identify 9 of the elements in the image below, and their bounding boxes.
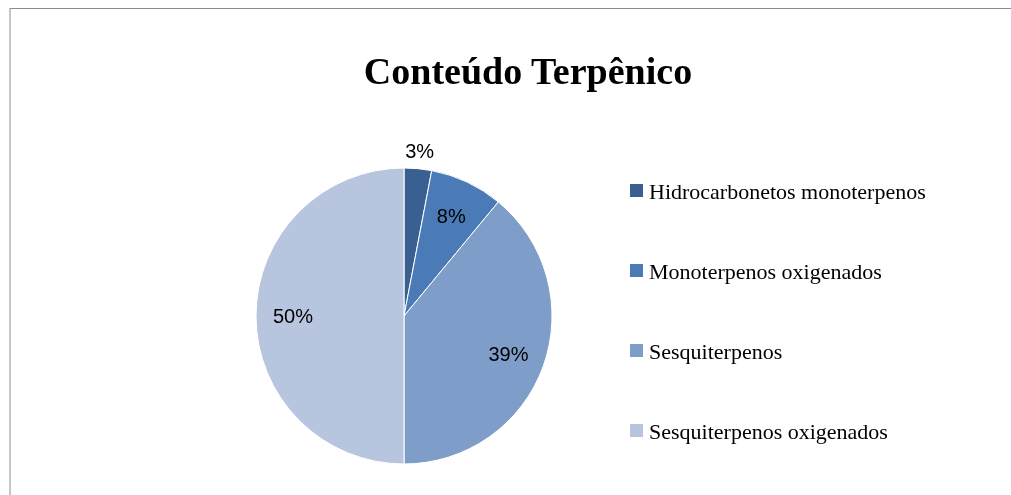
- data-label: 8%: [436, 204, 466, 227]
- legend-label: Sesquiterpenos: [649, 338, 783, 364]
- legend-label: Hidrocarbonetos monoterpenos: [649, 178, 926, 204]
- legend-label: Sesquiterpenos oxigenados: [649, 418, 888, 444]
- legend-label: Monoterpenos oxigenados: [649, 258, 882, 284]
- data-label: 3%: [405, 139, 435, 162]
- chart-title: Conteúdo Terpênico: [363, 50, 693, 92]
- data-label: 50%: [272, 305, 314, 327]
- data-label: 39%: [488, 342, 529, 365]
